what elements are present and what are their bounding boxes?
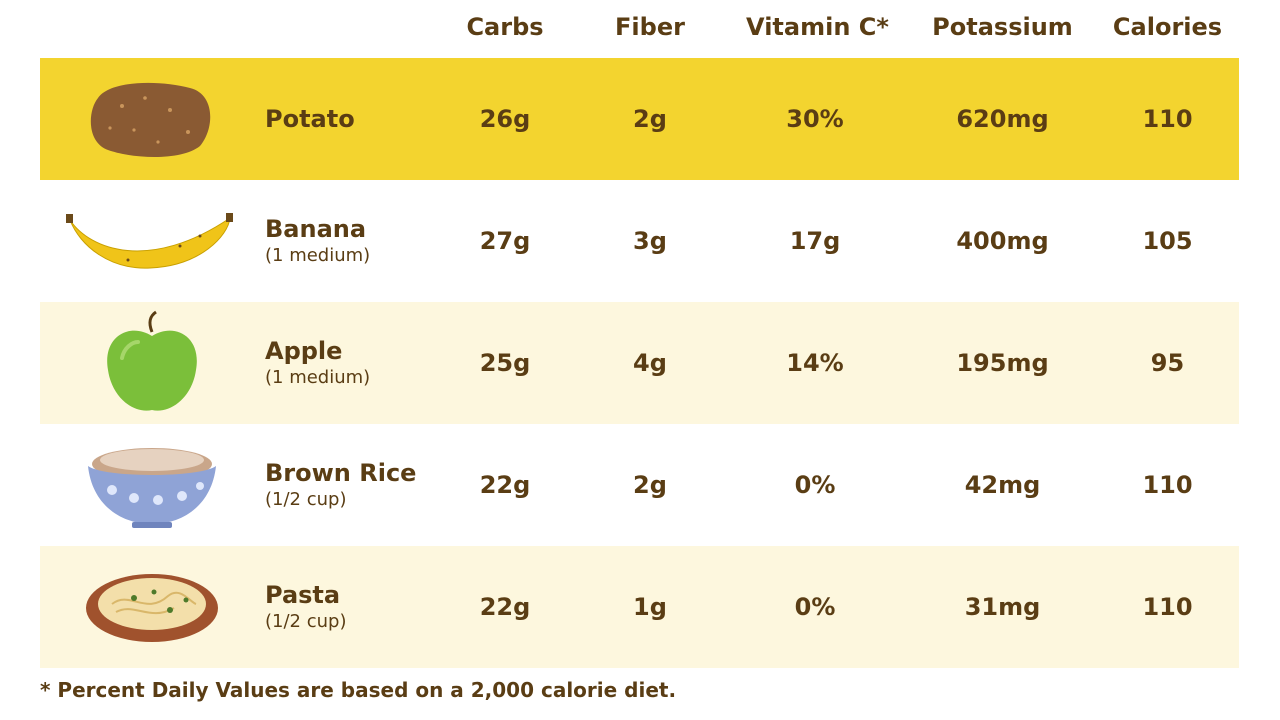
potassium-value: 620mg [956, 105, 1049, 133]
apple-icon [50, 302, 240, 424]
food-name-cell: Apple (1 medium) [265, 302, 455, 424]
food-name: Pasta [265, 581, 341, 609]
food-name-cell: Brown Rice (1/2 cup) [265, 424, 455, 546]
table-header: Carbs Fiber Vitamin C* Potassium Calorie… [0, 0, 1280, 58]
potassium-value: 31mg [964, 593, 1041, 621]
serving-size: (1 medium) [265, 245, 371, 266]
header-vitamin-c: Vitamin C* [746, 13, 889, 41]
fiber-value: 2g [633, 471, 667, 499]
table-row-banana: Banana (1 medium) 27g 3g 17g 400mg 105 [40, 180, 1239, 302]
calories-value: 110 [1142, 471, 1193, 499]
vitamin-c-value: 14% [786, 349, 844, 377]
food-name-cell: Potato [265, 58, 455, 180]
table-row-pasta: Pasta (1/2 cup) 22g 1g 0% 31mg 110 [40, 546, 1239, 668]
calories-value: 110 [1142, 105, 1193, 133]
fiber-value: 2g [633, 105, 667, 133]
calories-value: 95 [1150, 349, 1185, 377]
header-carbs: Carbs [466, 13, 544, 41]
serving-size: (1/2 cup) [265, 489, 347, 510]
table-row-brown-rice: Brown Rice (1/2 cup) 22g 2g 0% 42mg 110 [40, 424, 1239, 546]
footnote: * Percent Daily Values are based on a 2,… [40, 678, 677, 702]
fiber-value: 3g [633, 227, 667, 255]
fiber-value: 1g [633, 593, 667, 621]
potassium-value: 42mg [964, 471, 1041, 499]
pasta-plate-icon [50, 546, 240, 668]
carbs-value: 22g [479, 471, 531, 499]
food-name-cell: Banana (1 medium) [265, 180, 455, 302]
vitamin-c-value: 17g [789, 227, 841, 255]
vitamin-c-value: 0% [794, 471, 836, 499]
potassium-value: 195mg [956, 349, 1049, 377]
header-potassium: Potassium [932, 13, 1073, 41]
header-fiber: Fiber [615, 13, 685, 41]
header-calories: Calories [1112, 13, 1223, 41]
vitamin-c-value: 30% [786, 105, 844, 133]
table-row-potato: Potato 26g 2g 30% 620mg 110 [40, 58, 1239, 180]
calories-value: 105 [1142, 227, 1193, 255]
food-name: Banana [265, 215, 367, 243]
fiber-value: 4g [633, 349, 667, 377]
food-name: Apple [265, 337, 343, 365]
vitamin-c-value: 0% [794, 593, 836, 621]
banana-icon [50, 180, 240, 302]
food-name: Potato [265, 105, 355, 133]
calories-value: 110 [1142, 593, 1193, 621]
carbs-value: 27g [479, 227, 531, 255]
food-name: Brown Rice [265, 459, 417, 487]
carbs-value: 25g [479, 349, 531, 377]
potato-icon [50, 58, 240, 180]
serving-size: (1 medium) [265, 367, 371, 388]
potassium-value: 400mg [956, 227, 1049, 255]
food-name-cell: Pasta (1/2 cup) [265, 546, 455, 668]
carbs-value: 22g [479, 593, 531, 621]
rice-bowl-icon [50, 424, 240, 546]
table-row-apple: Apple (1 medium) 25g 4g 14% 195mg 95 [40, 302, 1239, 424]
carbs-value: 26g [479, 105, 531, 133]
serving-size: (1/2 cup) [265, 611, 347, 632]
